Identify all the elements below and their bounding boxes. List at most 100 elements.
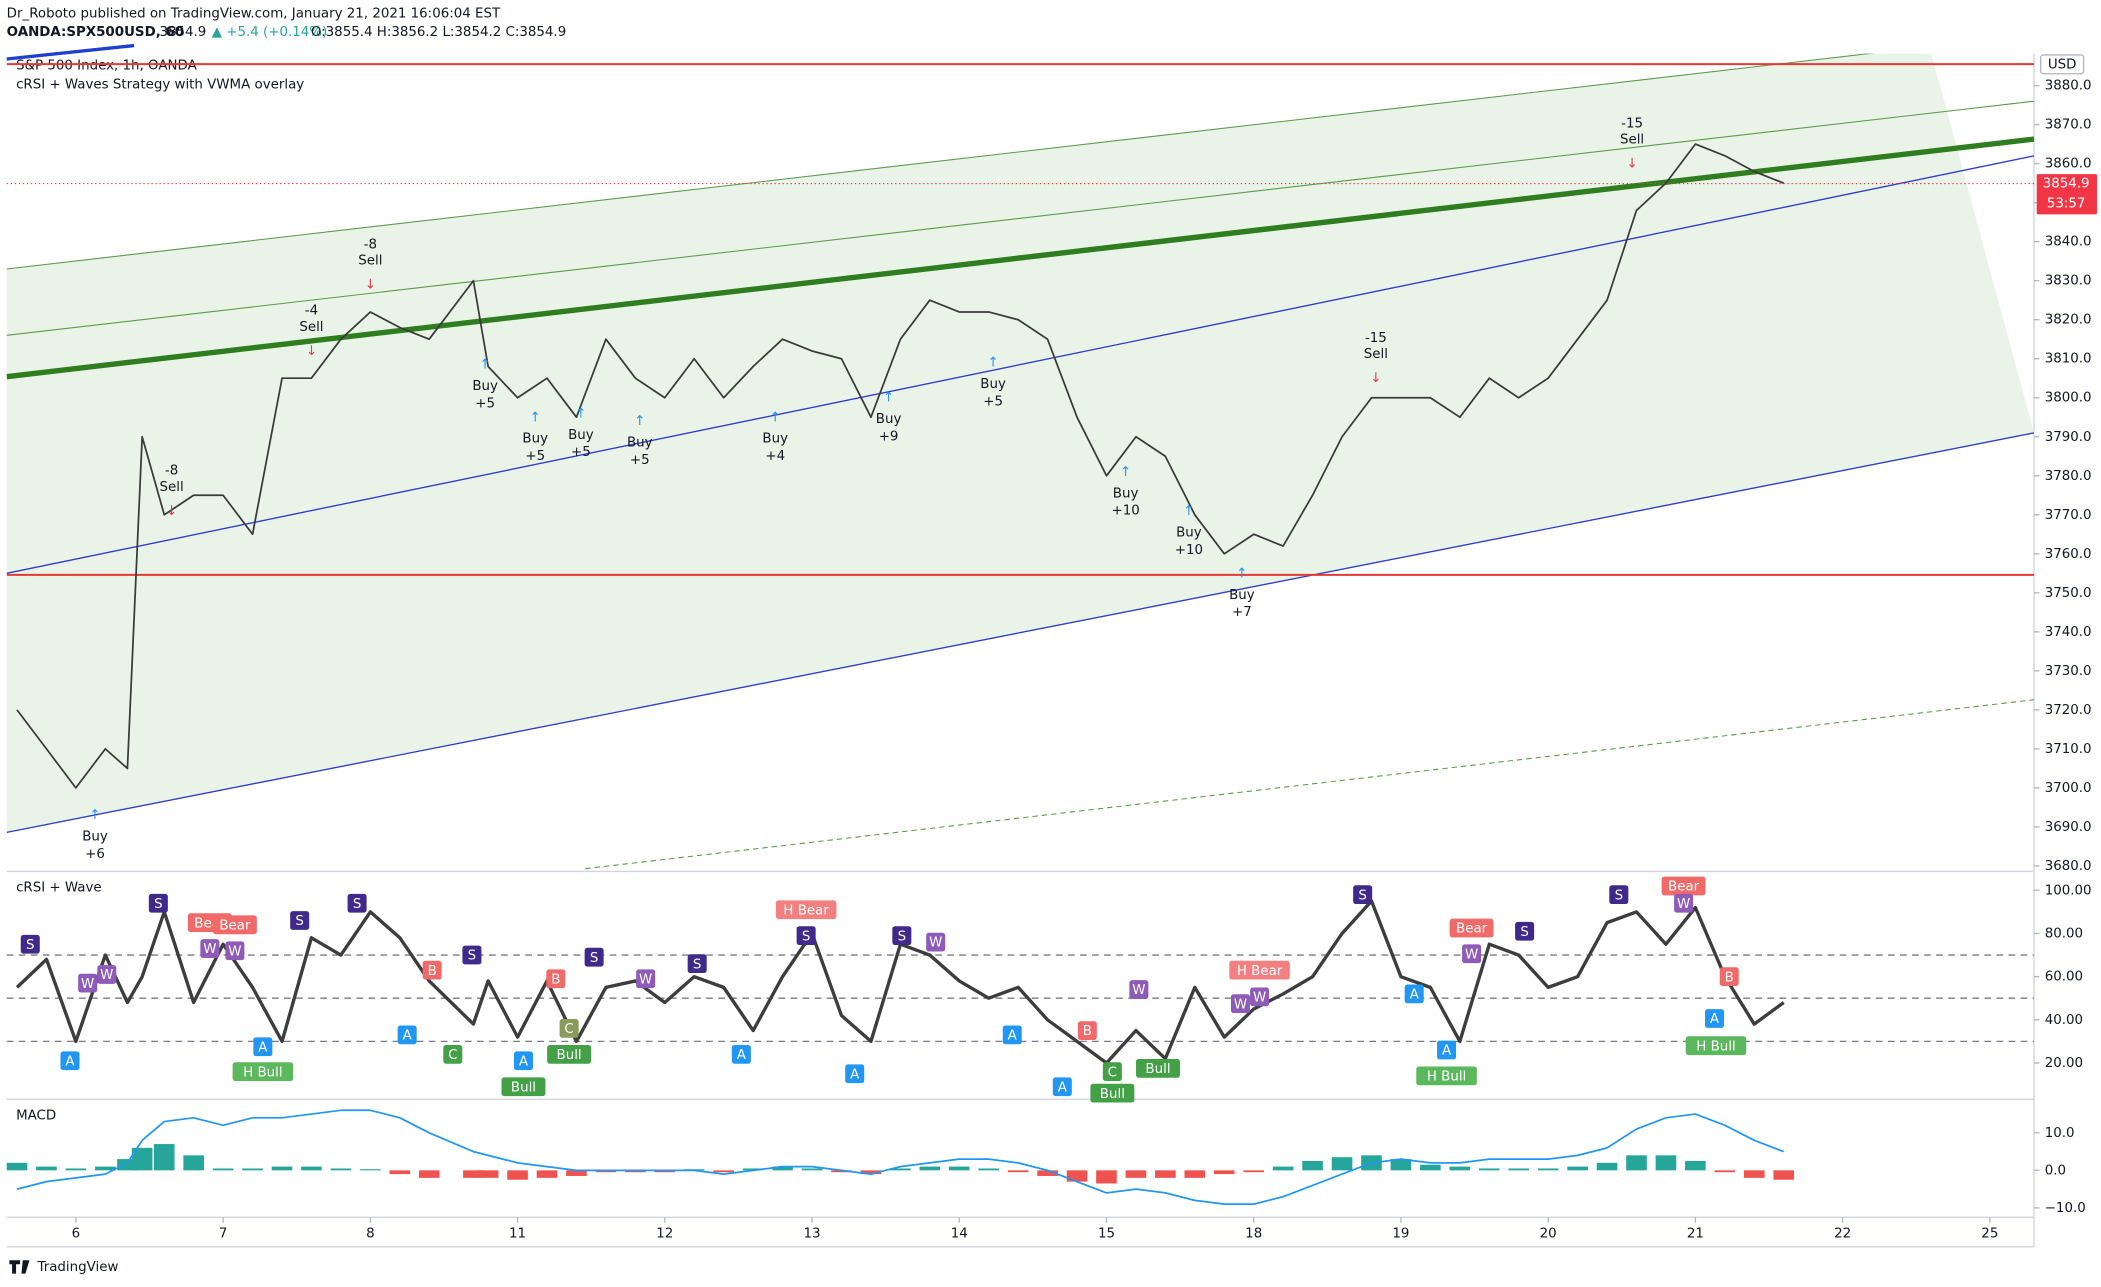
signal-text: Buy	[568, 428, 594, 443]
signal-amount: +6	[85, 847, 105, 862]
signal-amount: +5	[571, 445, 591, 460]
x-tick-label: 11	[509, 1226, 526, 1241]
last-price-box	[2036, 174, 2097, 215]
signal-badge-label: H Bull	[243, 1065, 282, 1080]
y-tick-label: 60.00	[2045, 970, 2083, 985]
x-tick-label: 13	[804, 1226, 821, 1241]
signal-badge	[1404, 984, 1424, 1004]
signal-badge	[1052, 1077, 1072, 1097]
y-tick-label: 10.0	[2045, 1126, 2075, 1141]
y-tick-label: 20.00	[2045, 1056, 2083, 1071]
histogram-bar	[153, 1144, 175, 1171]
signal-badge	[546, 969, 566, 989]
signal-text: Buy	[762, 432, 788, 447]
histogram-bar	[1184, 1170, 1206, 1178]
signal-badge	[1719, 967, 1739, 987]
y-tick-label: 3700.0	[2045, 781, 2092, 796]
signal-badge	[290, 911, 310, 930]
y-tick-label: 3750.0	[2045, 586, 2092, 601]
signal-badge	[687, 954, 707, 974]
signal-badge	[1102, 1062, 1122, 1081]
histogram-bar	[860, 1170, 882, 1175]
y-tick-label: −10.0	[2045, 1201, 2086, 1216]
signal-arrow: ↓	[1370, 371, 1381, 386]
histogram-bar	[742, 1168, 764, 1171]
header-ohlc: O:3855.4 H:3856.2 L:3854.2 C:3854.9	[311, 25, 566, 40]
signal-badge	[1674, 893, 1694, 913]
histogram-bar	[1125, 1170, 1147, 1178]
symbol: OANDA:SPX500USD, 60	[7, 25, 184, 40]
series-line	[16, 143, 1785, 789]
signal-badge	[1230, 994, 1250, 1013]
histogram-bar	[212, 1168, 234, 1171]
signal-badge-label: B	[1725, 970, 1734, 985]
signal-amount: +4	[765, 449, 785, 464]
y-tick-label: 3780.0	[2045, 469, 2092, 484]
pane-title: MACD	[16, 1108, 56, 1123]
signal-text: Sell	[358, 253, 382, 268]
histogram-bar	[6, 1162, 28, 1171]
signal-arrow: ↑	[770, 410, 781, 425]
signal-badge-label: Bull	[1100, 1087, 1125, 1102]
histogram-bar	[1155, 1170, 1176, 1178]
signal-badge-label: W	[81, 977, 94, 992]
signal-badge	[559, 1019, 579, 1038]
signal-badge-label: Bull	[557, 1048, 582, 1063]
signal-badge-label: B	[551, 972, 560, 987]
y-tick-label: 3730.0	[2045, 664, 2092, 679]
signal-text: Buy	[472, 379, 498, 394]
histogram-bar	[271, 1166, 293, 1171]
signal-badge-label: A	[1058, 1080, 1068, 1095]
signal-text: Buy	[1176, 525, 1202, 540]
histogram-bar	[1096, 1170, 1117, 1184]
signal-badge	[148, 893, 168, 913]
histogram-bar	[1714, 1170, 1736, 1173]
histogram-bar	[1685, 1160, 1706, 1171]
signal-arrow: ↑	[89, 808, 100, 823]
histogram-bar	[389, 1170, 411, 1175]
signal-amount: +7	[1232, 605, 1252, 620]
signal-badge-label: Bear	[219, 918, 251, 933]
signal-arrow: ↓	[166, 504, 177, 519]
signal-arrow: ↓	[1626, 157, 1637, 172]
signal-arrow: ↑	[1236, 566, 1247, 581]
signal-arrow: ↑	[883, 391, 894, 406]
signal-badge	[1685, 1036, 1747, 1056]
trendline	[6, 136, 2035, 380]
signal-badge	[1229, 960, 1290, 980]
signal-badge-label: S	[1615, 888, 1623, 903]
signal-badge-label: S	[154, 897, 162, 912]
currency-box	[2040, 54, 2085, 75]
histogram-bar	[890, 1168, 911, 1171]
price-pane	[6, 53, 2035, 870]
signal-text: Sell	[160, 480, 184, 495]
signal-text: Buy	[1229, 588, 1255, 603]
histogram-bar	[713, 1170, 734, 1173]
x-tick-label: 21	[1687, 1226, 1704, 1241]
signal-badge	[501, 1077, 546, 1097]
signal-badge	[1136, 1058, 1180, 1078]
signal-badge	[212, 915, 257, 935]
trendline	[6, 432, 2035, 834]
y-tick-label: 3760.0	[2045, 547, 2092, 562]
signal-arrow: ↑	[1120, 465, 1131, 480]
y-tick-label: 3770.0	[2045, 508, 2092, 523]
histogram-bar	[1331, 1157, 1353, 1171]
signal-badge	[731, 1044, 751, 1064]
signal-badge-label: A	[737, 1048, 747, 1063]
signal-badge-label: A	[1442, 1044, 1452, 1059]
channel-fill	[6, 53, 2035, 833]
y-tick-label: 3810.0	[2045, 352, 2092, 367]
signal-badge	[1002, 1025, 1022, 1045]
signal-badge	[1705, 1009, 1725, 1028]
signal-badge-label: Bull	[511, 1080, 536, 1095]
histogram-bar	[95, 1166, 116, 1171]
signal-text: Buy	[82, 830, 108, 845]
signal-arrow: ↑	[530, 410, 541, 425]
signal-badge-label: W	[203, 942, 216, 957]
histogram-bar	[625, 1170, 646, 1173]
signal-text: Sell	[299, 320, 323, 335]
histogram-bar	[1478, 1168, 1500, 1171]
series-line	[16, 1109, 1785, 1206]
